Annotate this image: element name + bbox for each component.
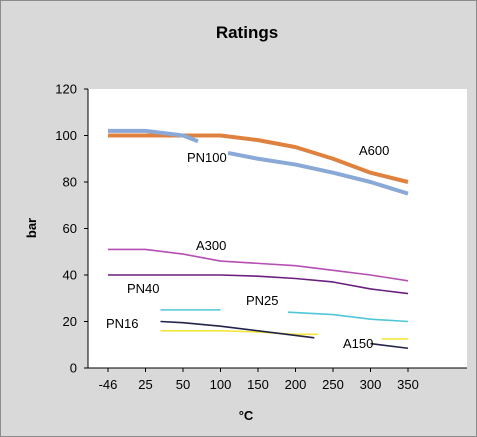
x-tick-label: 25 (138, 377, 152, 392)
x-tick-label: 100 (210, 377, 232, 392)
y-tick-label: 120 (55, 82, 77, 97)
series-lines (108, 128, 409, 350)
x-tick-label: 50 (176, 377, 190, 392)
series-line-a600 (108, 133, 409, 184)
series-line-pn100 (227, 150, 409, 196)
series-line-a150 (370, 342, 409, 350)
y-tick-label: 20 (63, 314, 77, 329)
y-tick-label: 0 (70, 361, 77, 376)
x-tick-label: 150 (247, 377, 269, 392)
x-tick-label: 250 (322, 377, 344, 392)
y-tick-label: 100 (55, 128, 77, 143)
series-line-pn25 (287, 311, 409, 323)
series-label-pn40: PN40 (127, 281, 160, 296)
series-line-pn40 (108, 274, 409, 295)
y-tick-label: 60 (63, 221, 77, 236)
y-axis-ticks: 0 20 40 60 80 100 120 (55, 82, 88, 376)
x-tick-label: 350 (397, 377, 419, 392)
x-tick-label: 200 (285, 377, 307, 392)
series-labels: A600 PN100 A300 PN40 PN25 PN16 A150 (106, 143, 389, 351)
x-axis-ticks: -46 25 50 100 150 200 250 300 350 (99, 368, 419, 392)
chart-title: Ratings (216, 23, 278, 42)
series-line-pn100 (108, 128, 199, 144)
series-label-a150: A150 (343, 336, 373, 351)
x-tick-label: -46 (99, 377, 118, 392)
series-line-a150 (160, 320, 315, 339)
series-label-pn25: PN25 (246, 293, 279, 308)
series-line-a300 (108, 248, 409, 282)
y-axis-title: bar (24, 218, 39, 238)
series-label-a300: A300 (196, 238, 226, 253)
y-tick-label: 40 (63, 268, 77, 283)
series-label-a600: A600 (359, 143, 389, 158)
series-label-pn100: PN100 (187, 150, 227, 165)
y-tick-label: 80 (63, 175, 77, 190)
x-axis-title: °C (239, 408, 254, 423)
series-line-pn16 (160, 329, 318, 336)
x-tick-label: 300 (360, 377, 382, 392)
series-label-pn16: PN16 (106, 316, 139, 331)
